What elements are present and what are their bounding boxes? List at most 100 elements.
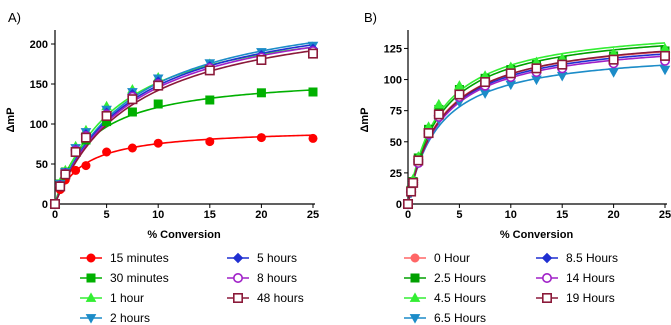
- data-point: [423, 128, 434, 139]
- y-tick-label: 0: [42, 199, 48, 211]
- legend-label: 0 Hour: [434, 251, 470, 265]
- x-axis-title: % Conversion: [500, 229, 574, 241]
- data-point: [402, 199, 413, 210]
- data-point: [153, 80, 164, 91]
- x-tick-label: 20: [255, 209, 267, 221]
- data-point: [205, 137, 215, 147]
- fit-curve: [54, 41, 314, 205]
- legend-marker: [541, 272, 552, 283]
- data-point: [608, 54, 619, 65]
- legend-marker: [541, 252, 553, 264]
- x-tick-label: 10: [152, 209, 164, 221]
- legend-marker: [409, 292, 421, 302]
- legend-marker: [410, 273, 420, 283]
- data-point: [80, 132, 91, 143]
- fit-curve: [407, 64, 666, 205]
- y-tick-label: 50: [36, 159, 48, 171]
- data-point: [55, 181, 66, 192]
- legend-label: 1 hour: [110, 291, 144, 305]
- fit-curve: [54, 43, 314, 205]
- data-point: [531, 75, 542, 86]
- fit-curve: [54, 134, 314, 205]
- data-point: [454, 80, 465, 90]
- data-point: [413, 155, 424, 166]
- data-point: [127, 107, 137, 117]
- data-point: [153, 138, 163, 148]
- x-tick-label: 15: [556, 209, 568, 221]
- x-tick-label: 20: [607, 209, 619, 221]
- data-point: [127, 143, 137, 153]
- legend-label: 14 Hours: [566, 271, 615, 285]
- x-axis-title: % Conversion: [147, 229, 221, 241]
- y-axis-title: ΔmP: [5, 107, 17, 132]
- data-point: [557, 59, 568, 70]
- y-tick-label: 100: [384, 75, 402, 87]
- chart-panel-a: A) 0 50 100 150 200 0 5 10 15 20 25 % Conversion ΔmP 1…: [5, 10, 319, 325]
- data-point: [204, 65, 215, 76]
- data-point: [608, 68, 619, 78]
- legend-label: 8 hours: [257, 271, 297, 285]
- data-point: [531, 63, 542, 74]
- data-point: [101, 111, 112, 122]
- x-tick-label: 5: [456, 209, 462, 221]
- data-point: [81, 161, 91, 171]
- x-tick-label: 25: [659, 209, 671, 221]
- legend-label: 19 Hours: [566, 291, 615, 305]
- legend-label: 30 minutes: [110, 271, 169, 285]
- legend-label: 2 hours: [110, 311, 150, 325]
- fit-curve: [54, 46, 314, 205]
- legend-marker: [85, 292, 97, 302]
- chart-panel-b: B) 0 25 50 75 100 125 0 5 10 15 20 25 % Conversion ΔmP…: [359, 10, 671, 325]
- fit-curve: [54, 89, 314, 205]
- y-tick-label: 100: [30, 119, 48, 131]
- data-point: [659, 65, 671, 76]
- y-tick-label: 200: [30, 39, 48, 51]
- data-point: [153, 99, 163, 109]
- y-axis-title: ΔmP: [359, 107, 371, 132]
- data-point: [454, 89, 465, 100]
- legend-marker: [410, 253, 420, 263]
- legend-label: 4.5 Hours: [434, 291, 486, 305]
- legend-marker: [85, 314, 97, 324]
- data-point: [71, 165, 81, 175]
- x-tick-label: 0: [405, 209, 411, 221]
- y-tick-label: 25: [390, 168, 402, 180]
- y-tick-label: 50: [390, 137, 402, 149]
- data-point: [205, 95, 215, 105]
- legend-label: 8.5 Hours: [566, 251, 618, 265]
- legend-marker: [86, 273, 96, 283]
- y-tick-label: 125: [384, 43, 402, 55]
- data-point: [433, 109, 444, 120]
- data-point: [308, 133, 318, 143]
- legend-label: 5 hours: [257, 251, 297, 265]
- fit-curve: [54, 46, 314, 205]
- x-tick-label: 10: [505, 209, 517, 221]
- data-point: [49, 199, 60, 210]
- y-tick-label: 0: [396, 199, 402, 211]
- data-point: [505, 68, 516, 79]
- data-point: [60, 169, 71, 180]
- legend-marker: [86, 253, 96, 263]
- data-point: [659, 50, 670, 61]
- legend-marker: [232, 252, 244, 264]
- panel-label: B): [364, 10, 377, 25]
- x-tick-label: 0: [52, 209, 58, 221]
- data-point: [406, 186, 417, 197]
- data-point: [408, 177, 419, 188]
- fit-curve: [54, 49, 314, 205]
- data-point: [480, 77, 491, 88]
- data-point: [307, 48, 318, 59]
- legend-marker: [233, 272, 244, 283]
- data-point: [70, 147, 81, 158]
- data-point: [256, 88, 266, 98]
- data-point: [256, 133, 266, 143]
- legend-label: 6.5 Hours: [434, 311, 486, 325]
- legend-marker: [409, 314, 421, 324]
- data-point: [102, 147, 112, 157]
- x-tick-label: 15: [204, 209, 216, 221]
- data-point: [433, 98, 445, 109]
- data-point: [556, 71, 568, 82]
- legend-marker: [233, 292, 244, 303]
- legend-label: 48 hours: [257, 291, 304, 305]
